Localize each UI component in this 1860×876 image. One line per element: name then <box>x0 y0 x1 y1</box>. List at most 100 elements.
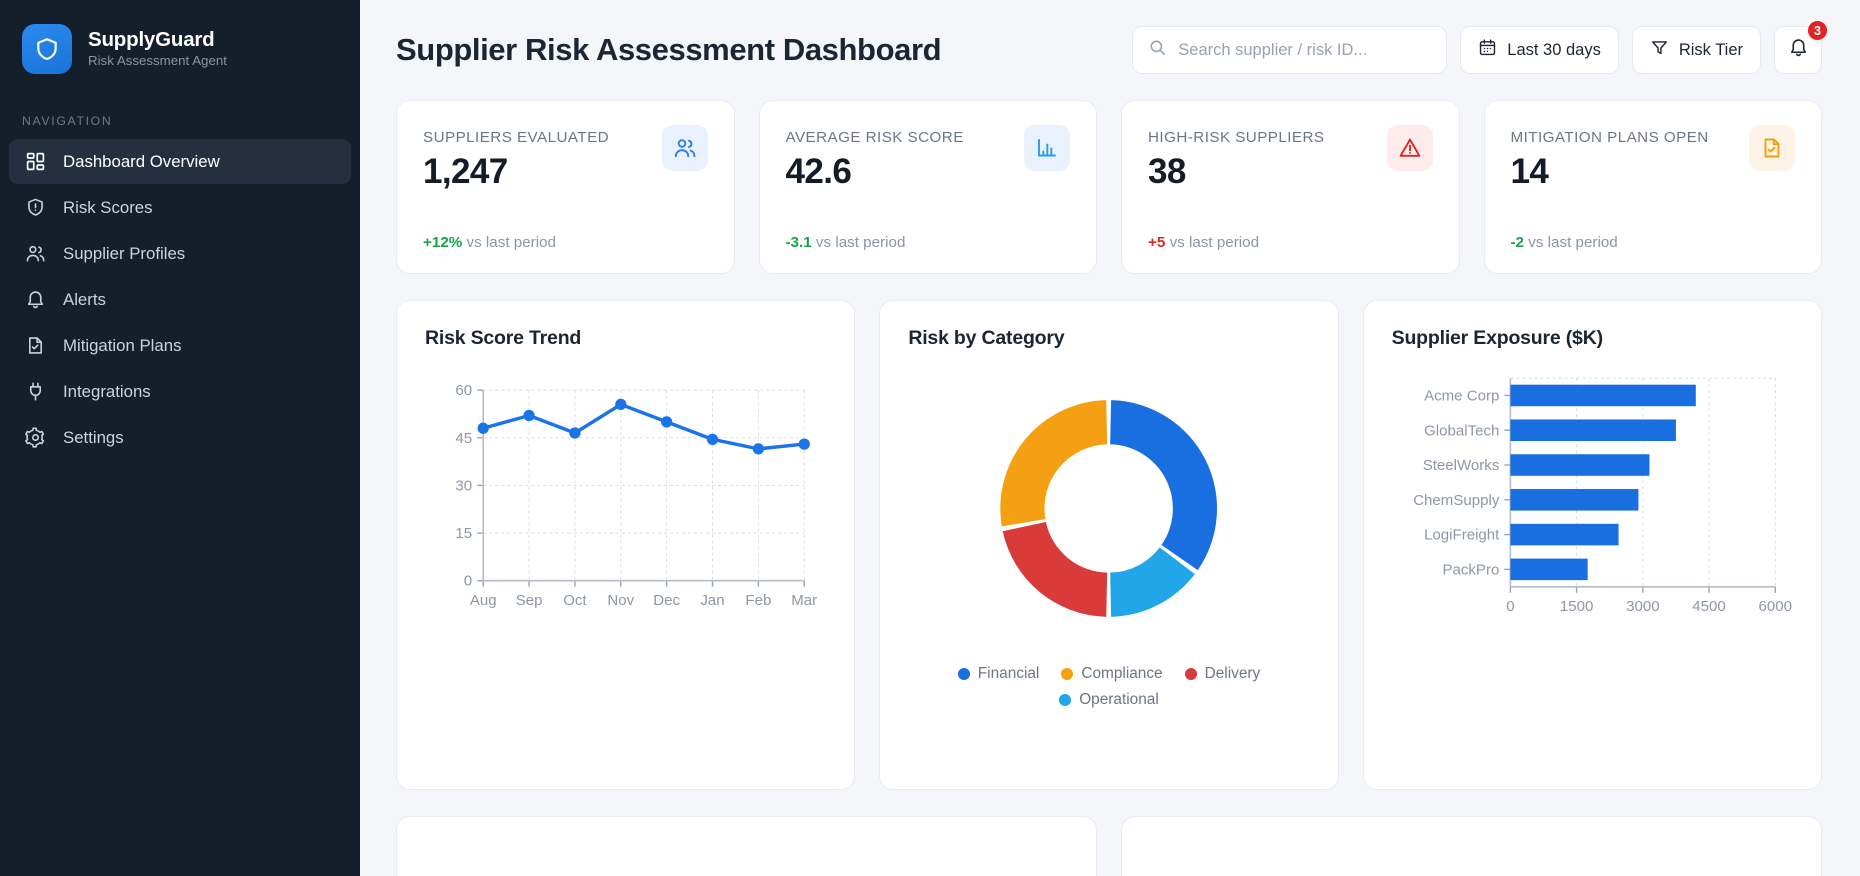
kpi-label: HIGH-RISK SUPPLIERS <box>1148 129 1325 146</box>
chart-title: Risk Score Trend <box>425 327 582 349</box>
sidebar-item-alerts[interactable]: Alerts <box>9 277 351 322</box>
kpi-label: MITIGATION PLANS OPEN <box>1510 129 1709 146</box>
svg-text:ChemSupply: ChemSupply <box>1413 492 1500 509</box>
svg-text:Dec: Dec <box>653 592 680 609</box>
brand-name: SupplyGuard <box>88 27 215 51</box>
kpi-cards: SUPPLIERS EVALUATED 1,247 +12% <box>386 100 1834 274</box>
search-icon <box>1148 38 1167 62</box>
kpi-delta-suffix: vs last period <box>466 234 556 251</box>
line-chart-svg: 0 15 30 45 60 Aug Sep Oct Nov Dec Jan Feb Mar <box>455 382 817 609</box>
sidebar-item-label: Supplier Profiles <box>63 243 186 263</box>
topbar: Supplier Risk Assessment Dashboard <box>386 0 1834 100</box>
legend-item[interactable]: Operational <box>1059 691 1159 709</box>
sidebar-item-dashboard-overview[interactable]: Dashboard Overview <box>9 139 351 184</box>
sidebar-item-risk-scores[interactable]: Risk Scores <box>9 185 351 230</box>
bottom-cards-row <box>386 790 1834 876</box>
svg-text:1500: 1500 <box>1560 598 1593 615</box>
sidebar-item-supplier-profiles[interactable]: Supplier Profiles <box>9 231 351 276</box>
svg-text:Acme Corp: Acme Corp <box>1424 387 1499 404</box>
kpi-card-suppliers-evaluated[interactable]: SUPPLIERS EVALUATED 1,247 +12% <box>396 100 735 274</box>
bottom-card-right <box>1121 816 1822 876</box>
svg-text:LogiFreight: LogiFreight <box>1424 527 1500 544</box>
bar-chart-icon <box>1024 125 1070 171</box>
topbar-actions: Last 30 days Risk Tier <box>1132 19 1829 74</box>
kpi-delta: +5 vs last period <box>1148 234 1433 251</box>
svg-text:GlobalTech: GlobalTech <box>1424 422 1499 439</box>
svg-text:Mar: Mar <box>791 592 817 609</box>
kpi-label: AVERAGE RISK SCORE <box>785 129 964 146</box>
donut-chart-svg <box>1000 400 1218 617</box>
line-chart: 0 15 30 45 60 Aug Sep Oct Nov Dec Jan Feb Mar <box>425 358 826 659</box>
risk-tier-label: Risk Tier <box>1678 40 1743 59</box>
legend-label: Delivery <box>1204 664 1261 682</box>
document-check-icon <box>1749 125 1795 171</box>
bottom-card-left <box>396 816 1097 876</box>
kpi-delta-value: +12% <box>423 234 463 251</box>
svg-text:Sep: Sep <box>516 592 543 609</box>
kpi-delta: -3.1 vs last period <box>786 234 1071 251</box>
calendar-icon <box>1478 38 1497 62</box>
svg-text:6000: 6000 <box>1758 598 1791 615</box>
main-content: Supplier Risk Assessment Dashboard <box>360 0 1860 876</box>
nav-section-label: NAVIGATION <box>22 114 113 128</box>
grid-dashboard-icon <box>25 151 46 172</box>
kpi-delta-value: -3.1 <box>785 234 812 251</box>
kpi-value: 42.6 <box>785 152 852 191</box>
kpi-card-average-risk-score[interactable]: AVERAGE RISK SCORE 42.6 -3.1 vs <box>758 100 1097 274</box>
users-icon <box>25 243 46 264</box>
kpi-delta-value: +5 <box>1148 234 1166 251</box>
svg-text:3000: 3000 <box>1626 598 1659 615</box>
sidebar-item-settings[interactable]: Settings <box>9 415 351 460</box>
kpi-delta-suffix: vs last period <box>1528 234 1618 251</box>
kpi-value: 38 <box>1148 152 1186 191</box>
kpi-card-high-risk-suppliers[interactable]: HIGH-RISK SUPPLIERS 38 +5 vs last period <box>1121 100 1460 274</box>
legend-item[interactable]: Compliance <box>1061 664 1163 683</box>
kpi-delta-suffix: vs last period <box>1169 234 1260 251</box>
gear-icon <box>25 427 46 448</box>
sidebar-item-integrations[interactable]: Integrations <box>9 369 351 414</box>
date-range-button[interactable]: Last 30 days <box>1460 26 1619 74</box>
kpi-value: 1,247 <box>423 152 508 191</box>
risk-tier-filter-button[interactable]: Risk Tier <box>1631 26 1761 74</box>
kpi-delta: +12% vs last period <box>423 234 708 251</box>
sidebar-item-mitigation-plans[interactable]: Mitigation Plans <box>9 323 351 368</box>
bell-icon <box>25 289 46 310</box>
document-check-icon <box>25 335 46 356</box>
legend-color-dot <box>957 667 970 680</box>
sidebar-item-label: Settings <box>63 427 124 447</box>
svg-text:0: 0 <box>464 573 472 590</box>
kpi-delta-suffix: vs last period <box>815 234 906 251</box>
kpi-delta: -2 vs last period <box>1511 234 1796 251</box>
legend-label: Compliance <box>1081 664 1163 682</box>
brand: SupplyGuard Risk Assessment Agent <box>0 0 360 84</box>
sidebar-item-label: Mitigation Plans <box>63 335 182 355</box>
legend-color-dot <box>1061 667 1074 680</box>
sidebar-nav: Dashboard Overview Risk Scores <box>0 139 360 460</box>
brand-subtitle: Risk Assessment Agent <box>88 53 227 69</box>
bell-icon <box>1788 37 1809 63</box>
svg-text:30: 30 <box>455 477 472 494</box>
users-icon <box>661 125 708 171</box>
plug-icon <box>25 381 46 402</box>
date-range-label: Last 30 days <box>1507 40 1601 59</box>
kpi-card-mitigation-plans-open[interactable]: MITIGATION PLANS OPEN 14 -2 vs last peri… <box>1483 100 1822 274</box>
chart-title: Risk by Category <box>908 327 1065 349</box>
legend-color-dot <box>1059 693 1072 706</box>
notifications-button[interactable]: 3 <box>1774 19 1829 74</box>
legend-item[interactable]: Delivery <box>1184 664 1261 683</box>
svg-text:Jan: Jan <box>700 592 724 609</box>
sidebar-item-label: Risk Scores <box>63 197 153 217</box>
chart-card-risk-score-trend: Risk Score Trend 0 15 30 45 60 Aug Sep Oct Nov De… <box>396 300 856 790</box>
search-field[interactable] <box>1178 40 1432 60</box>
chart-title: Supplier Exposure ($K) <box>1391 327 1603 349</box>
sidebar: SupplyGuard Risk Assessment Agent NAVIGA… <box>0 0 360 876</box>
kpi-delta-value: -2 <box>1510 234 1525 251</box>
donut-chart <box>908 358 1309 659</box>
search-input[interactable] <box>1132 26 1448 74</box>
kpi-label: SUPPLIERS EVALUATED <box>423 129 610 146</box>
svg-text:SteelWorks: SteelWorks <box>1422 457 1499 474</box>
svg-text:Aug: Aug <box>470 592 497 609</box>
donut-legend: Financial Compliance Delivery Operational <box>908 665 1309 709</box>
legend-item[interactable]: Financial <box>957 665 1039 683</box>
chart-card-supplier-exposure: Supplier Exposure ($K) 0 1500 3000 4500 6000… <box>1362 300 1822 790</box>
